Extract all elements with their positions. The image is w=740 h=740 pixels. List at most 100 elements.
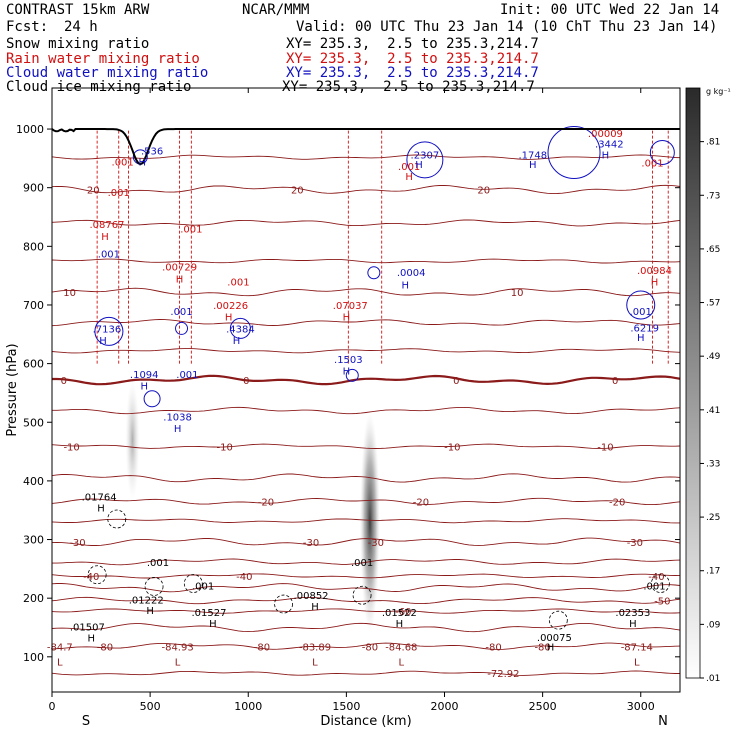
cloud-ice-contours xyxy=(87,509,670,630)
temperature-label: -20 xyxy=(258,497,274,508)
extremum-label: -84.7 xyxy=(47,642,73,653)
colorbar-label: .33 xyxy=(706,459,720,469)
model-title: CONTRAST 15km ARW xyxy=(6,2,150,18)
extremum-label: .001 xyxy=(641,158,663,169)
plot-frame xyxy=(51,87,681,693)
temperature-label: 0 xyxy=(453,376,459,387)
colorbar-label: .17 xyxy=(706,567,720,577)
extremum-label: .01764 xyxy=(82,493,117,504)
y-tick-label: 200 xyxy=(23,592,44,605)
extremum-label: H xyxy=(87,633,95,644)
temperature-label: -30 xyxy=(627,538,643,549)
extremum-label: H xyxy=(651,278,659,289)
extremum-label: L xyxy=(175,658,181,669)
extremum-label: .07037 xyxy=(333,301,368,312)
temperature-label: 20 xyxy=(87,185,100,196)
y-tick-label: 100 xyxy=(23,651,44,664)
extremum-label: H xyxy=(209,619,217,630)
y-axis-label: Pressure (hPa) xyxy=(5,343,20,436)
x-tick-label: 3000 xyxy=(627,700,655,713)
extremum-label: -87.14 xyxy=(621,642,653,653)
extremum-label: H xyxy=(140,381,148,392)
temperature-label: 10 xyxy=(63,288,76,299)
fcst-value: 24 h xyxy=(64,19,98,35)
extremum-label: .00984 xyxy=(637,266,672,277)
x-tick-label: 0 xyxy=(49,700,56,713)
org-title: NCAR/MMM xyxy=(242,2,310,18)
colorbar-label: .09 xyxy=(706,620,721,630)
colorbar-label: .57 xyxy=(706,299,720,309)
x-tick-label: 2000 xyxy=(431,700,459,713)
extremum-label: .536 xyxy=(141,147,163,158)
temperature-contour xyxy=(52,558,680,566)
temperature-label: -10 xyxy=(63,442,79,453)
extremum-label: .01527 xyxy=(192,608,227,619)
extremum-label: H xyxy=(529,160,537,171)
temperature-label: -80 xyxy=(97,642,113,653)
temperature-contour xyxy=(52,287,680,297)
temperature-contour xyxy=(52,608,680,614)
extremum-label: H xyxy=(311,602,319,613)
extremum-label: H xyxy=(637,333,645,344)
cloud-water-contour xyxy=(143,390,161,408)
colorbar: .01 .09 .17 .25 .33 .41 .49 .57 .65 .73 .81 xyxy=(685,87,721,684)
valid-time: Valid: 00 UTC Thu 23 Jan 14 (10 ChT Thu … xyxy=(296,19,718,35)
temperature-contours xyxy=(52,154,680,676)
temperature-contour xyxy=(52,473,680,483)
extremum-label: H xyxy=(174,424,182,435)
extremum-label: .6219 xyxy=(630,323,659,334)
extremum-label: H xyxy=(99,336,107,347)
rain-contours xyxy=(96,129,669,364)
extremum-label: H xyxy=(101,232,109,243)
temperature-label: -80 xyxy=(534,642,550,653)
extremum-label: .001 xyxy=(147,558,169,569)
temperature-contour xyxy=(52,573,680,579)
temperature-label: -80 xyxy=(254,642,270,653)
y-tick-label: 700 xyxy=(23,299,44,312)
cloud-water-contours xyxy=(94,126,675,408)
x-end-label-right: N xyxy=(658,714,668,729)
extremum-label: .01507 xyxy=(70,622,105,633)
extremum-label: .001 xyxy=(180,225,202,236)
y-tick-label: 1000 xyxy=(16,123,44,136)
temperature-contour xyxy=(52,583,680,593)
extremum-label: .0004 xyxy=(397,268,426,279)
extremum-label: H xyxy=(139,157,147,168)
extremum-label: .7136 xyxy=(93,324,122,335)
extremum-label: .1038 xyxy=(163,412,192,423)
y-tick-label: 800 xyxy=(23,240,44,253)
terrain-line xyxy=(52,128,680,166)
extremum-label: .1503 xyxy=(334,355,363,366)
extremum-label: -83.89 xyxy=(299,642,331,653)
temperature-label: -30 xyxy=(303,538,319,549)
colorbar-label: .49 xyxy=(706,352,721,362)
terrain-profile xyxy=(52,128,680,166)
field-xy-snow: XY= 235.3, 2.5 to 235.3,214.7 xyxy=(286,36,539,52)
colorbar-unit: g kg⁻¹ xyxy=(706,87,731,96)
field-name-rain: Rain water mixing ratio xyxy=(6,51,200,67)
extremum-label: H xyxy=(97,503,105,514)
colorbar-label: .81 xyxy=(706,138,720,148)
y-tick-label: 600 xyxy=(23,358,44,371)
temperature-contour xyxy=(52,670,680,676)
extremum-label: L xyxy=(634,658,640,669)
cloud-ice-contour xyxy=(650,574,670,593)
temperature-contour xyxy=(52,184,680,195)
extremum-label: .1094 xyxy=(130,370,159,381)
field-name-cloud-water: Cloud water mixing ratio xyxy=(6,65,209,81)
temperature-label: -40 xyxy=(236,572,252,583)
temperature-label: -50 xyxy=(654,597,670,608)
x-end-label-left: S xyxy=(82,714,90,729)
cloud-ice-contour xyxy=(87,565,107,585)
extremum-label: .2307 xyxy=(411,150,440,161)
y-tick-label: 300 xyxy=(23,534,44,547)
temperature-contour xyxy=(52,154,680,160)
cloud-water-contour xyxy=(649,140,675,166)
extremum-label: .001 xyxy=(108,188,130,199)
temperature-label: -80 xyxy=(362,642,378,653)
temperature-contour xyxy=(52,406,680,415)
extremum-label: .001 xyxy=(176,370,198,381)
x-tick-label: 1000 xyxy=(234,700,262,713)
